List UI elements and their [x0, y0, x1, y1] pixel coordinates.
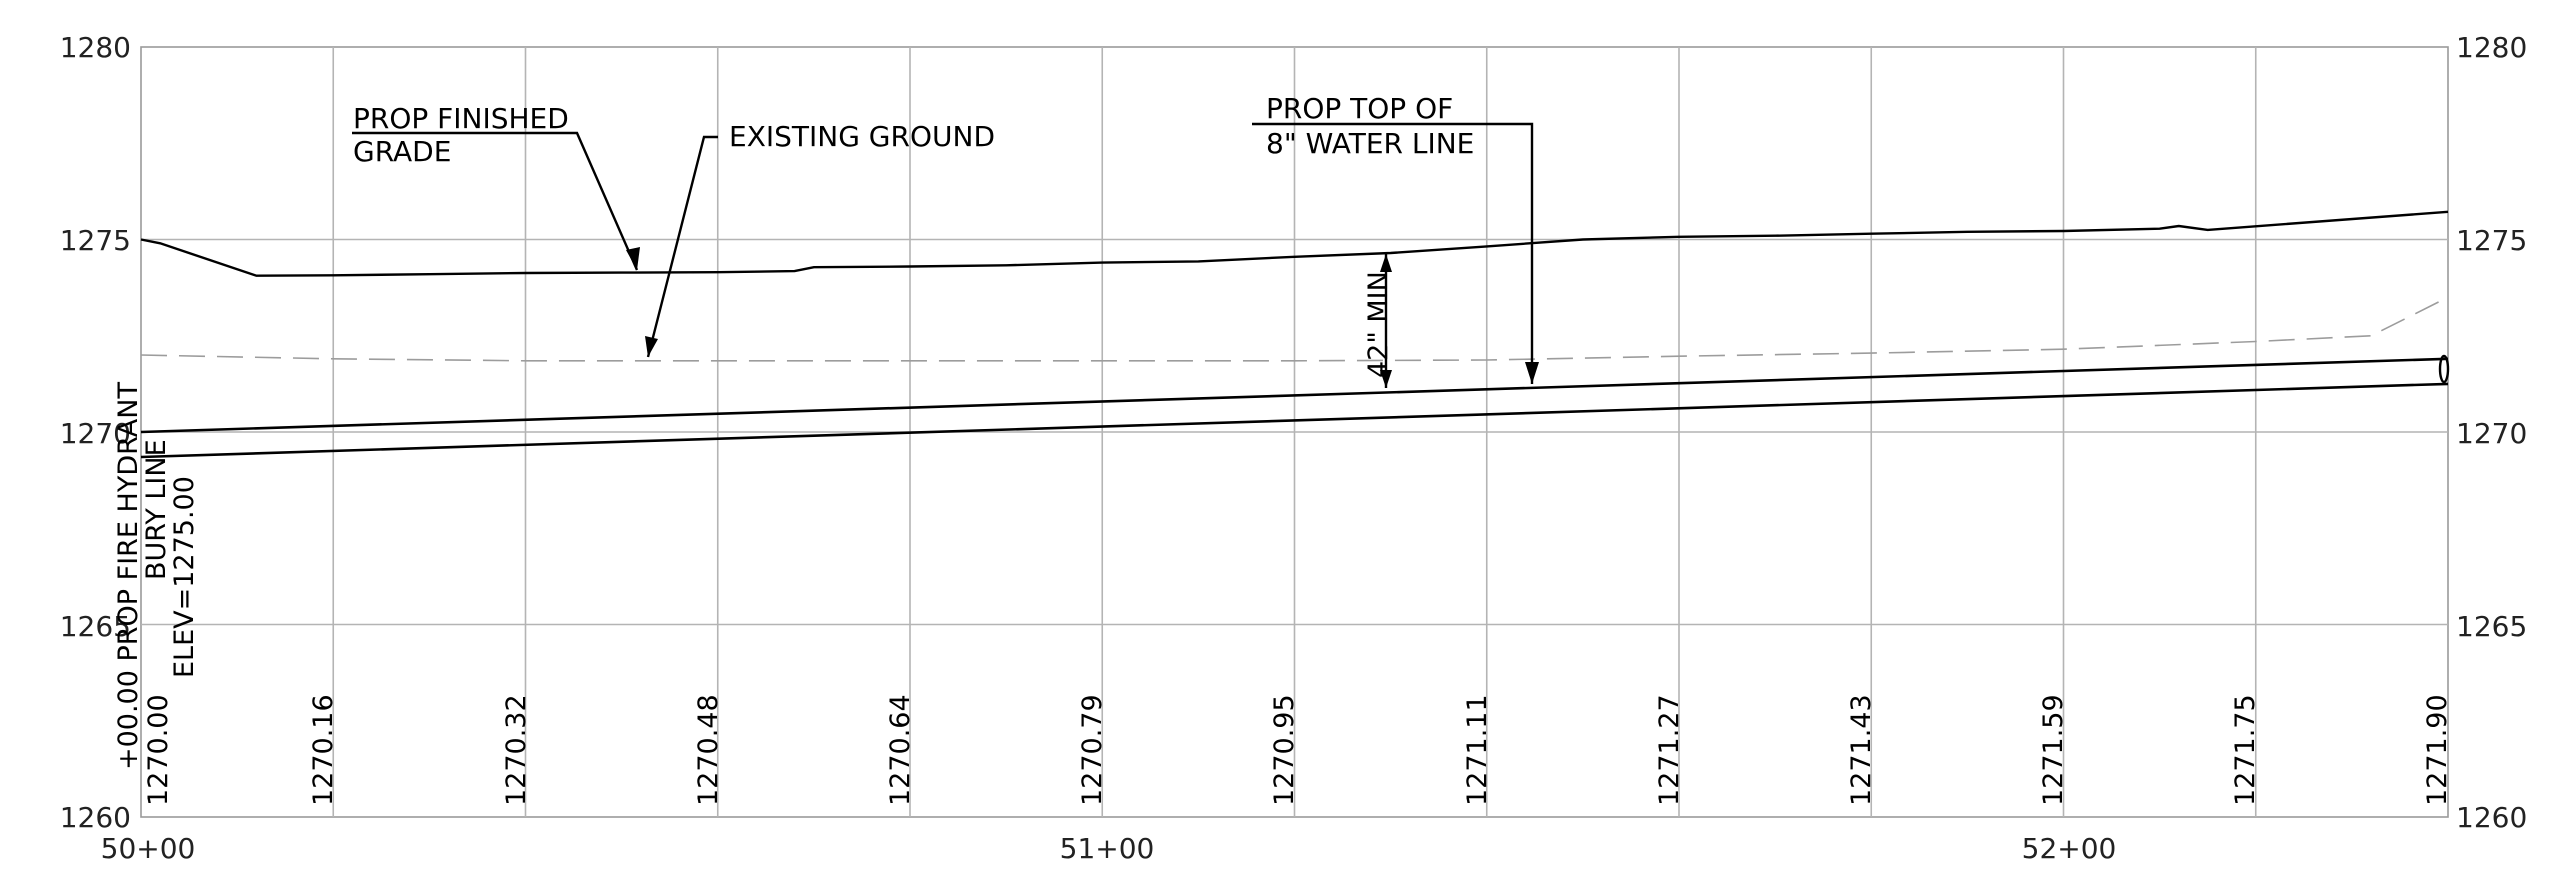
existing-ground-arrowhead — [645, 336, 658, 357]
finished-grade-leader — [352, 131, 639, 271]
finished-grade-arrowhead — [626, 247, 640, 270]
finished-grade-callout-line2: GRADE — [353, 135, 451, 168]
invert-label: 1270.79 — [1077, 694, 1108, 806]
invert-label: 1270.64 — [885, 694, 916, 806]
invert-label: 1271.27 — [1654, 694, 1685, 806]
right-axis-label-1265: 1265 — [2456, 610, 2527, 643]
invert-label: 1270.32 — [501, 694, 532, 806]
left-axis-label-1275: 1275 — [60, 224, 131, 257]
cover-dimension-arrow-top — [1380, 254, 1392, 272]
existing-ground-leader — [646, 135, 718, 358]
cover-dimension-arrow-bottom — [1380, 370, 1392, 388]
cover-dimension-label: 42" MIN — [1363, 271, 1394, 378]
hydrant-note-line3: ELEV=1275.00 — [169, 476, 200, 678]
invert-label: 1271.11 — [1462, 694, 1493, 806]
right-axis-label-1280: 1280 — [2456, 31, 2527, 64]
hydrant-note-line2: BURY LINE — [141, 439, 172, 580]
left-axis-label-1265: 1265 — [60, 610, 131, 643]
water-line-callout-line1: PROP TOP OF — [1266, 92, 1453, 125]
pipe-end-cap — [2438, 354, 2450, 384]
finished-grade-line — [140, 210, 2449, 277]
invert-label: 1271.75 — [2230, 694, 2261, 806]
existing-ground-callout: EXISTING GROUND — [729, 120, 995, 153]
grid — [141, 47, 2448, 817]
left-axis-label-1280: 1280 — [60, 31, 131, 64]
invert-label: 1271.43 — [1846, 694, 1877, 806]
profile-lines — [140, 210, 2449, 459]
invert-label: 1271.90 — [2422, 694, 2453, 806]
right-axis-label-1260: 1260 — [2456, 801, 2527, 834]
invert-label: 1270.95 — [1269, 694, 1300, 806]
left-axis-label-1270: 1270 — [60, 417, 131, 450]
invert-label: 1270.00 — [143, 694, 174, 806]
water-line-bottom — [140, 382, 2449, 459]
invert-label: 1270.48 — [693, 694, 724, 806]
invert-label: 1270.16 — [308, 694, 339, 806]
station-label-51: 51+00 — [1060, 832, 1155, 865]
right-axis-label-1275: 1275 — [2456, 224, 2527, 257]
water-line-top — [140, 357, 2449, 434]
left-axis-label-1260: 1260 — [60, 801, 131, 834]
invert-label: 1271.59 — [2038, 694, 2069, 806]
water-line-leader — [1252, 122, 1534, 384]
hydrant-note-line1: +00.00 PROP FIRE HYDRANT — [113, 382, 144, 770]
water-line-callout-line2: 8" WATER LINE — [1266, 127, 1474, 160]
right-axis-label-1270: 1270 — [2456, 417, 2527, 450]
station-label-52: 52+00 — [2022, 832, 2117, 865]
finished-grade-callout-line1: PROP FINISHED — [353, 102, 569, 135]
station-label-50: 50+00 — [101, 832, 196, 865]
water-line-arrowhead — [1525, 362, 1539, 384]
